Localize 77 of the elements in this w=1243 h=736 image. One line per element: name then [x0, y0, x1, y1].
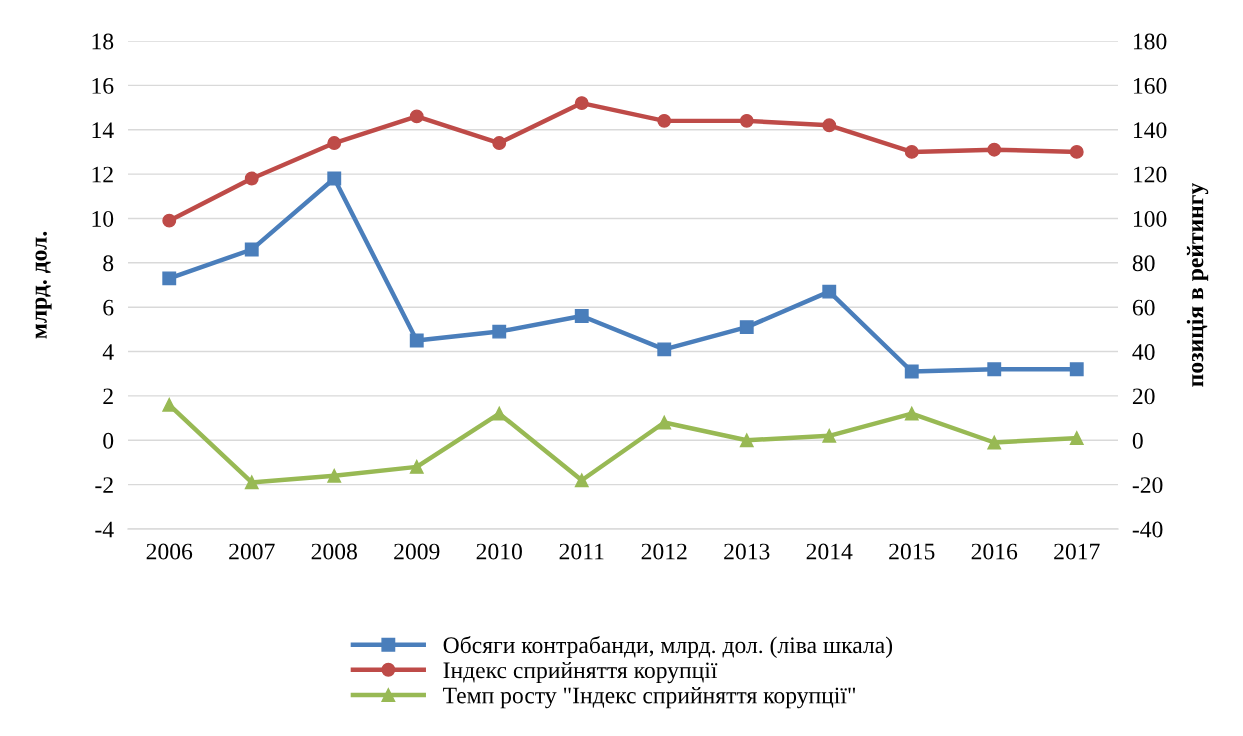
- y-tick-label: 8: [103, 255, 114, 272]
- y-tick-label: 12: [92, 166, 113, 183]
- x-tick-label: 2015: [889, 543, 935, 560]
- x-tick-label: 2006: [146, 543, 193, 560]
- point: [244, 171, 259, 186]
- point: [409, 333, 424, 348]
- point: [327, 171, 342, 186]
- point: [492, 406, 507, 421]
- point: [822, 118, 837, 133]
- point: [492, 136, 507, 150]
- y2-tick-label: 80: [1132, 255, 1155, 272]
- y2-tick-label: 0: [1132, 432, 1143, 449]
- x-tick-label: 2012: [641, 543, 687, 560]
- y2-tick-label: 100: [1133, 210, 1167, 227]
- point: [1069, 431, 1084, 445]
- point: [987, 362, 1002, 377]
- point: [162, 271, 177, 286]
- point: [739, 320, 754, 335]
- x-tick-label: 2017: [1054, 543, 1100, 560]
- point: [1069, 362, 1084, 377]
- point: [244, 242, 259, 257]
- point: [574, 96, 589, 111]
- y2-tick-label: 140: [1133, 122, 1167, 139]
- y-axis-title: млрд. дол.: [35, 231, 52, 339]
- point: [1069, 144, 1084, 159]
- y2-tick-label: 120: [1133, 166, 1167, 183]
- point: [409, 109, 424, 124]
- x-tick-label: 2007: [229, 543, 275, 560]
- x-tick-label: 2010: [476, 543, 522, 560]
- y-tick-label: 6: [103, 299, 114, 316]
- point: [822, 428, 837, 443]
- y2-tick-label: 180: [1133, 33, 1167, 50]
- y2-tick-label: 60: [1132, 299, 1155, 316]
- point: [492, 324, 507, 339]
- point: [987, 435, 1002, 450]
- y2-tick-label: -20: [1132, 477, 1163, 494]
- point: [657, 415, 672, 430]
- y-tick-label: 10: [92, 210, 114, 227]
- x-tick-label: 2011: [559, 543, 604, 560]
- x-tick-label: 2008: [311, 543, 357, 560]
- legend-label: Індекс сприйняття корупції: [443, 661, 718, 684]
- y-tick-label: 16: [92, 77, 114, 94]
- point: [244, 475, 259, 490]
- x-tick-label: 2009: [394, 543, 440, 560]
- y-tick-label: 18: [92, 33, 114, 50]
- y-tick-label: 2: [103, 388, 113, 405]
- y-tick-label: 0: [103, 432, 114, 449]
- point: [739, 113, 754, 128]
- point: [162, 213, 177, 228]
- point: [574, 473, 589, 488]
- point: [327, 136, 342, 150]
- point: [657, 113, 672, 128]
- y2-tick-label: 160: [1133, 77, 1167, 94]
- point: [657, 342, 672, 357]
- y-tick-label: 14: [92, 122, 114, 138]
- y2-tick-label: 20: [1132, 388, 1155, 405]
- y2-tick-label: 40: [1132, 344, 1155, 360]
- point: [409, 459, 424, 474]
- y2-axis-title: позиція в рейтингу: [1186, 182, 1209, 387]
- point: [904, 364, 919, 379]
- point: [822, 284, 837, 299]
- x-tick-label: 2014: [806, 543, 853, 560]
- point: [904, 406, 919, 421]
- y-tick-label: -2: [95, 477, 113, 493]
- x-tick-label: 2016: [971, 543, 1018, 560]
- y-tick-label: -4: [95, 521, 114, 538]
- point: [162, 397, 177, 412]
- x-tick-label: 2013: [724, 543, 770, 560]
- y-tick-label: 4: [102, 344, 114, 360]
- point: [987, 142, 1002, 157]
- point: [574, 309, 589, 323]
- point: [739, 433, 754, 448]
- y2-tick-label: -40: [1132, 521, 1163, 538]
- legend-label: Темп росту "Індекс сприйняття корупції": [443, 687, 856, 709]
- point: [327, 468, 342, 483]
- point: [904, 144, 919, 159]
- legend-label: Обсяги контрабанди, млрд. дол. (ліва шкала): [443, 636, 893, 658]
